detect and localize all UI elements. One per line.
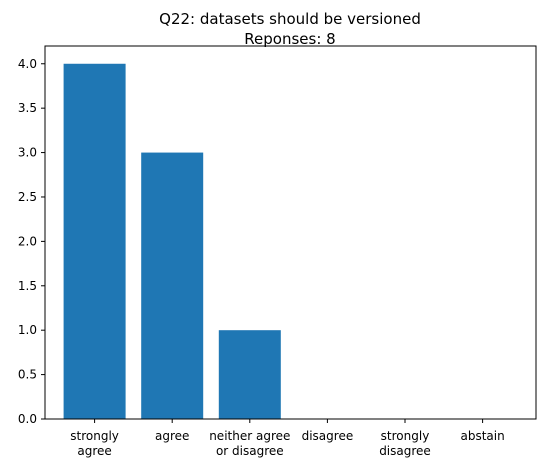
x-tick-label-line: neither agree [209,429,290,443]
y-tick-label: 1.0 [18,323,37,337]
x-tick-label-line: agree [155,429,189,443]
y-tick-label: 0.0 [18,412,37,426]
x-tick-label-line: abstain [460,429,504,443]
y-tick-label: 1.5 [18,279,37,293]
x-tick-label: disagree [302,429,354,443]
chart-title: Q22: datasets should be versioned [159,10,421,28]
bar-0 [63,63,126,420]
x-tick-label-line: strongly [70,429,119,443]
x-tick-label: strongly disagree [379,429,431,458]
x-tick-label: agree [155,429,189,443]
plot-frame [44,45,537,420]
x-tick-label: abstain [460,429,504,443]
y-tick-label: 2.5 [18,190,37,204]
y-tick-label: 3.5 [18,101,37,115]
x-tick-label-line: disagree [302,429,354,443]
x-tick-label: strongly agree [70,429,119,458]
y-axis-ticks: 0.0 0.5 1.0 1.5 2.0 2.5 3.0 3.5 4.0 [18,57,45,426]
y-tick-label: 2.0 [18,234,37,248]
x-tick-label-line: or disagree [216,444,284,458]
y-tick-label: 3.0 [18,146,37,160]
bar-1 [141,152,204,420]
bar-2 [218,330,281,419]
bars-group [63,63,281,420]
x-tick-label-line: agree [77,444,111,458]
chart-subtitle: Reponses: 8 [244,30,335,48]
x-tick-label: neither agree or disagree [209,429,290,458]
x-tick-label-line: strongly [381,429,430,443]
x-tick-label-line: disagree [379,444,431,458]
y-tick-label: 4.0 [18,57,37,71]
y-tick-label: 0.5 [18,368,37,382]
